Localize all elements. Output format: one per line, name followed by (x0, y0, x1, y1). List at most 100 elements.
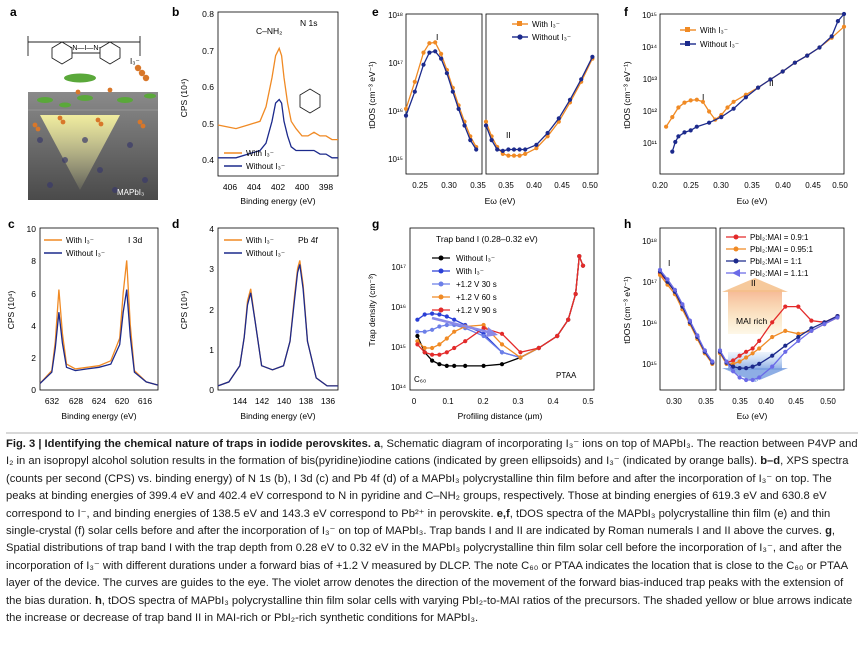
core-level-d: Pb 4f (298, 235, 318, 245)
data-point-h (809, 318, 814, 323)
series-e (403, 40, 595, 158)
caption-ef-text: , tDOS spectra of the MAPbI₃ polycrystal… (6, 507, 831, 538)
data-point-e (433, 40, 438, 45)
data-point-f (841, 24, 847, 29)
xtick-h: 0.50 (820, 397, 836, 406)
data-point-f (731, 99, 736, 104)
ytick-c: 10 (27, 224, 37, 234)
plot-frame-d (217, 227, 339, 391)
panel-label-f: f (624, 5, 629, 19)
data-point-g (481, 333, 486, 339)
plot-frame-g (409, 227, 595, 391)
data-point-e (450, 89, 455, 94)
note-mai-rich: MAI rich (736, 316, 767, 326)
xtick-h: 0.35 (732, 397, 748, 406)
data-point-e (517, 153, 522, 158)
ylabel-d: CPS (10⁴) (179, 291, 189, 330)
data-point-h (731, 369, 736, 374)
data-point-g (499, 350, 505, 355)
series-b (217, 46, 338, 159)
data-point-g (444, 350, 449, 355)
data-point-h (796, 338, 801, 343)
xtick-g: 0.4 (547, 397, 559, 406)
data-point-f (841, 11, 847, 17)
data-point-h (687, 318, 693, 323)
chart-title-g: Trap band I (0.28–0.32 eV) (436, 234, 538, 244)
ytick-d: 2 (209, 305, 214, 315)
ytick-e: 10¹⁷ (389, 59, 404, 68)
plot-frame-h-right (719, 227, 845, 391)
data-point-f (664, 124, 669, 129)
data-point-h (702, 348, 707, 353)
y-ticks-c: 10 8 6 4 2 0 (27, 224, 37, 395)
data-point-h (783, 304, 788, 309)
data-point-h (737, 353, 742, 358)
series-line-f-0 (665, 26, 845, 128)
data-point-g (444, 363, 449, 368)
y-ticks-b: 0.8 0.7 0.6 0.5 0.4 (202, 9, 214, 165)
data-point-g (422, 345, 427, 351)
series-f (664, 11, 847, 154)
data-point-g (422, 312, 427, 317)
legend-label-d: With I₃⁻ (246, 236, 274, 245)
data-point-g (422, 350, 427, 355)
data-point-h (710, 359, 715, 364)
data-point-e (590, 54, 595, 60)
data-point-e (421, 62, 426, 67)
data-point-h (770, 353, 775, 358)
data-point-g (430, 358, 435, 363)
data-point-g (481, 322, 486, 328)
data-point-h (750, 377, 755, 383)
data-point-h (724, 359, 729, 364)
xtick-c: 628 (69, 396, 83, 406)
plot-frame-e-right (485, 13, 599, 175)
note-c60: C₆₀ (414, 375, 426, 384)
legend-d: With I₃⁻ Without I₃⁻ (224, 236, 285, 258)
cation-ellipsoid-icon (64, 73, 96, 83)
xtick-h: 0.40 (758, 397, 774, 406)
data-point-e (403, 106, 409, 111)
data-point-e (444, 71, 449, 76)
xtick-f: 0.50 (832, 181, 848, 190)
caption-h-text: , tDOS spectra of MAPbI₃ polycrystalline… (6, 594, 853, 625)
ytick-f: 10¹² (643, 107, 658, 116)
ytick-h: 10¹⁵ (642, 360, 657, 369)
data-point-f (707, 120, 712, 125)
caption-g-label: g (825, 525, 832, 538)
caption-a-text: , Schematic diagram of incorporating I₃⁻… (6, 438, 858, 468)
triiodide-label: I₃⁻ (130, 57, 140, 66)
plot-frame-b (217, 11, 339, 177)
data-point-g (580, 263, 586, 268)
data-point-f (688, 98, 693, 103)
data-point-f (670, 115, 675, 120)
data-point-e (534, 146, 539, 151)
data-point-e (412, 89, 417, 94)
series-c (39, 260, 159, 386)
data-point-h (672, 287, 678, 292)
xtick-d: 142 (255, 396, 269, 406)
legend-label-h: PbI₂:MAI = 0.95:1 (750, 245, 813, 254)
xtick-f: 0.25 (683, 181, 699, 190)
xtick-h: 0.35 (698, 397, 714, 406)
data-point-g (444, 336, 449, 341)
data-point-g (415, 329, 420, 334)
legend-b: With I₃⁻ Without I₃⁻ (224, 149, 285, 171)
data-point-h (744, 355, 749, 360)
data-point-h (750, 364, 755, 369)
data-point-h (796, 331, 801, 336)
panel-a: a -N—I—N- I₃⁻ (10, 5, 158, 200)
xtick-c: 624 (92, 396, 106, 406)
legend-g: Without I₃⁻ With I₃⁻ +1.2 V 30 s +1.2 V … (432, 254, 497, 315)
ytick-f: 10¹⁵ (642, 11, 657, 20)
band-label-h: I (668, 258, 670, 268)
data-point-g (518, 350, 523, 355)
ylabel-e: tDOS (cm⁻³ eV⁻¹) (367, 61, 377, 129)
xtick-g: 0.1 (442, 397, 454, 406)
xtick-e: 0.30 (441, 181, 457, 190)
data-point-h (757, 338, 762, 343)
caption-ef-label: e,f (496, 507, 510, 520)
xtick-e: 0.40 (526, 181, 542, 190)
data-point-e (403, 113, 409, 118)
ytick-g: 10¹⁶ (391, 303, 406, 312)
legend-label-b: Without I₃⁻ (246, 162, 285, 171)
